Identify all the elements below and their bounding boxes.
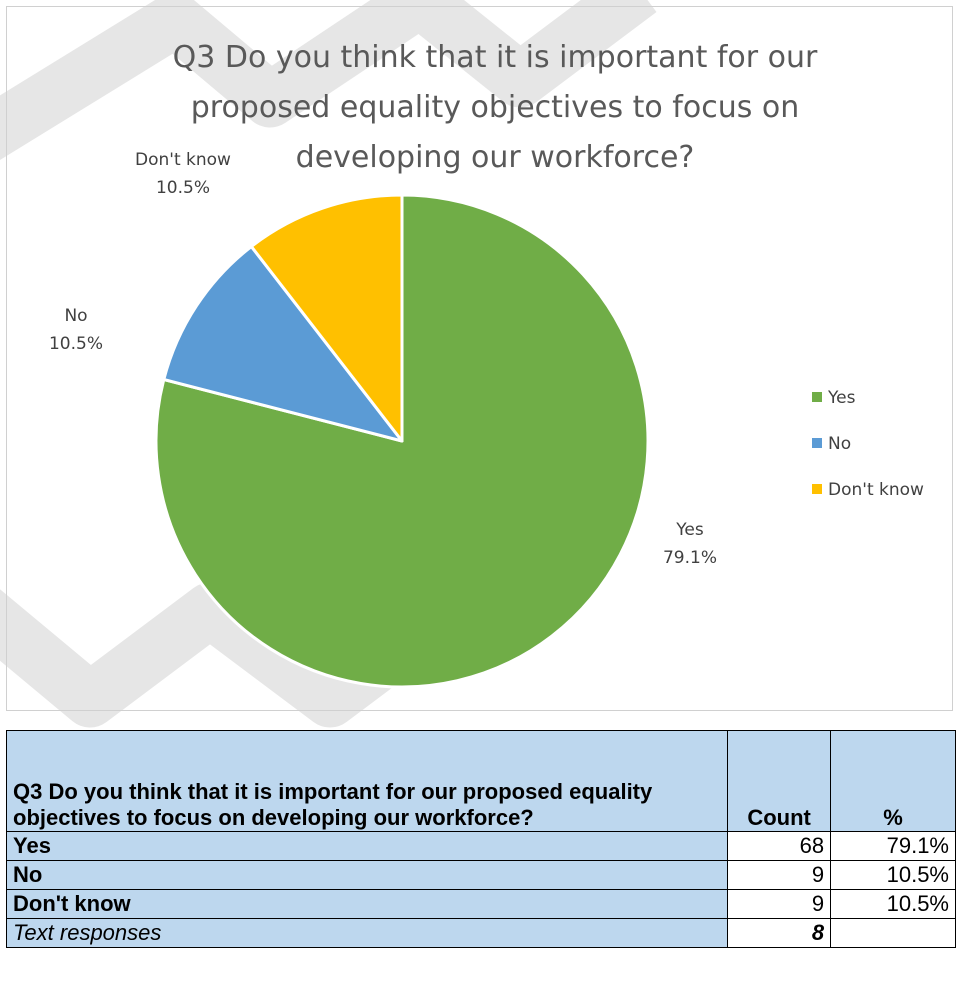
table-row: Text responses 8 bbox=[5, 918, 956, 948]
legend-label-yes: Yes bbox=[827, 388, 856, 408]
chart-title: Q3 Do you think that it is important for… bbox=[173, 40, 818, 175]
row-percent-dont-know: 10.5% bbox=[830, 889, 956, 919]
pie-slice-no bbox=[162, 245, 404, 443]
legend-label-don-t-know: Don't know bbox=[828, 480, 924, 500]
row-count-dont-know: 9 bbox=[727, 889, 832, 919]
pie-slice-don-t-know bbox=[249, 193, 404, 443]
data-label-value-don-t-know: 10.5% bbox=[156, 178, 210, 198]
legend-swatch-yes bbox=[812, 392, 822, 402]
legend: Yes No Don't know bbox=[812, 388, 924, 500]
legend-label-no: No bbox=[828, 434, 851, 454]
data-label-name-don-t-know: Don't know bbox=[135, 150, 231, 170]
data-label-name-yes: Yes bbox=[675, 520, 704, 540]
legend-swatch-no bbox=[812, 438, 822, 448]
pie-slices bbox=[154, 193, 650, 689]
table-header-row: Q3 Do you think that it is important for… bbox=[5, 730, 956, 832]
pie-slice-yes bbox=[154, 193, 650, 689]
row-label-dont-know: Don't know bbox=[5, 889, 729, 919]
row-count-text-responses: 8 bbox=[727, 918, 832, 948]
row-label-no: No bbox=[5, 860, 729, 890]
row-count-yes: 68 bbox=[727, 831, 832, 861]
row-percent-no: 10.5% bbox=[830, 860, 956, 890]
table-row: No 9 10.5% bbox=[5, 860, 956, 890]
table-header-question: Q3 Do you think that it is important for… bbox=[5, 730, 729, 832]
row-label-text-responses: Text responses bbox=[5, 918, 729, 948]
row-count-no: 9 bbox=[727, 860, 832, 890]
legend-swatch-don-t-know bbox=[812, 484, 822, 494]
data-label-name-no: No bbox=[64, 306, 87, 326]
data-label-value-no: 10.5% bbox=[49, 334, 103, 354]
table-row: Yes 68 79.1% bbox=[5, 831, 956, 861]
row-label-yes: Yes bbox=[5, 831, 729, 861]
chart-title-line-1: Q3 Do you think that it is important for… bbox=[173, 40, 818, 75]
chart-title-line-2: proposed equality objectives to focus on bbox=[191, 90, 800, 125]
table-row: Don't know 9 10.5% bbox=[5, 889, 956, 919]
table-header-count: Count bbox=[727, 730, 832, 832]
summary-table: Q3 Do you think that it is important for… bbox=[5, 730, 956, 948]
chart-title-line-3: developing our workforce? bbox=[296, 140, 695, 175]
pie-chart: Q3 Do you think that it is important for… bbox=[49, 40, 924, 689]
table-header-percent: % bbox=[830, 730, 956, 832]
row-percent-yes: 79.1% bbox=[830, 831, 956, 861]
data-label-value-yes: 79.1% bbox=[663, 548, 717, 568]
row-percent-text-responses bbox=[830, 918, 956, 948]
